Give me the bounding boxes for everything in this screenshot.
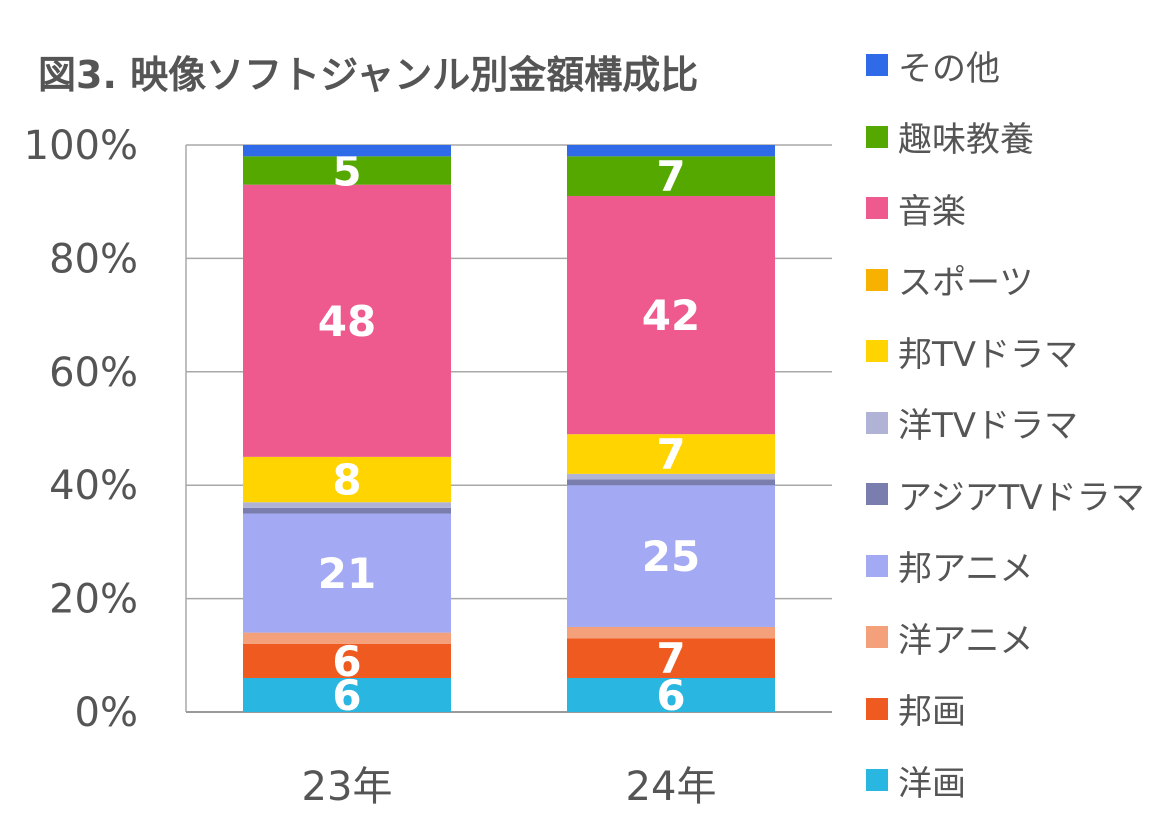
- legend-item: その他: [866, 45, 1000, 89]
- legend-item: 音楽: [866, 188, 966, 232]
- y-tick-label: 0%: [75, 690, 138, 736]
- legend-swatch: [866, 268, 888, 291]
- legend-swatch: [866, 411, 888, 434]
- x-tick-label: 24年: [626, 764, 717, 810]
- legend-label: 邦アニメ: [898, 549, 1034, 589]
- data-label: 7: [656, 152, 685, 201]
- bar-segment: [243, 502, 451, 508]
- y-tick-label: 60%: [49, 350, 138, 396]
- legend-item: 洋TVドラマ: [866, 403, 1078, 446]
- legend-item: 邦TVドラマ: [866, 331, 1078, 375]
- bar-segment: [567, 677, 775, 712]
- y-tick-label: 40%: [49, 463, 138, 509]
- data-label: 6: [656, 671, 685, 720]
- y-tick-label: 80%: [49, 236, 138, 282]
- bar-segment: [567, 196, 775, 435]
- bar-segment: [567, 156, 775, 197]
- legend-swatch: [866, 554, 888, 577]
- legend-label: スポーツ: [898, 263, 1034, 303]
- data-label: 42: [642, 291, 700, 340]
- legend-swatch: [866, 626, 888, 648]
- legend-item: 邦アニメ: [866, 546, 1033, 589]
- bar-segment: [243, 456, 451, 503]
- legend-item: 洋アニメ: [866, 617, 1033, 661]
- legend-swatch: [866, 54, 888, 76]
- legend-label: 趣味教養: [898, 120, 1034, 160]
- legend-item: 邦画: [866, 689, 966, 732]
- bar-segment: [567, 145, 775, 157]
- legend-label: 洋TVドラマ: [898, 406, 1079, 446]
- bar-segment: [243, 145, 451, 157]
- legend-item: スポーツ: [866, 260, 1033, 303]
- x-tick-label: 23年: [302, 764, 393, 810]
- bar-segment: [567, 473, 775, 480]
- data-label: 25: [642, 532, 700, 581]
- legend-label: 洋アニメ: [898, 620, 1034, 661]
- legend-swatch: [866, 769, 888, 791]
- legend-label: 邦TVドラマ: [898, 334, 1079, 375]
- data-label: 6: [332, 671, 361, 720]
- data-label: 48: [318, 297, 376, 346]
- bar-segment: [243, 632, 451, 644]
- bar-segment: [567, 485, 775, 627]
- y-tick-label: 20%: [49, 577, 138, 623]
- legend-swatch: [866, 340, 888, 362]
- bar-segment: [243, 513, 451, 633]
- data-label: 8: [332, 456, 361, 505]
- bar-segment: [243, 184, 451, 457]
- legend-item: アジアTVドラマ: [866, 474, 1145, 518]
- data-label: 7: [656, 634, 685, 683]
- legend-label: 音楽: [898, 191, 966, 232]
- legend-item: 趣味教養: [866, 117, 1034, 160]
- legend-label: 洋画: [898, 763, 966, 804]
- legend-swatch: [866, 483, 888, 505]
- legend-label: その他: [898, 48, 1000, 89]
- legend-label: アジアTVドラマ: [898, 477, 1145, 518]
- chart-title: 図3. 映像ソフトジャンル別金額構成比: [38, 53, 699, 97]
- bar-segment: [243, 677, 451, 712]
- bar-segment: [567, 434, 775, 474]
- legend-item: 洋画: [866, 760, 966, 804]
- legend-label: 邦画: [898, 692, 966, 732]
- bar-segment: [567, 479, 775, 486]
- legend-swatch: [866, 197, 888, 219]
- legend-swatch: [866, 697, 888, 720]
- data-label: 6: [332, 637, 361, 686]
- y-tick-label: 100%: [24, 123, 138, 169]
- bar-segment: [243, 643, 451, 678]
- data-label: 7: [656, 430, 685, 479]
- bar-segment: [567, 626, 775, 639]
- data-label: 21: [318, 549, 376, 598]
- bar-segment: [243, 156, 451, 185]
- bar-segment: [567, 638, 775, 678]
- legend-swatch: [866, 125, 888, 148]
- bar-segment: [243, 507, 451, 514]
